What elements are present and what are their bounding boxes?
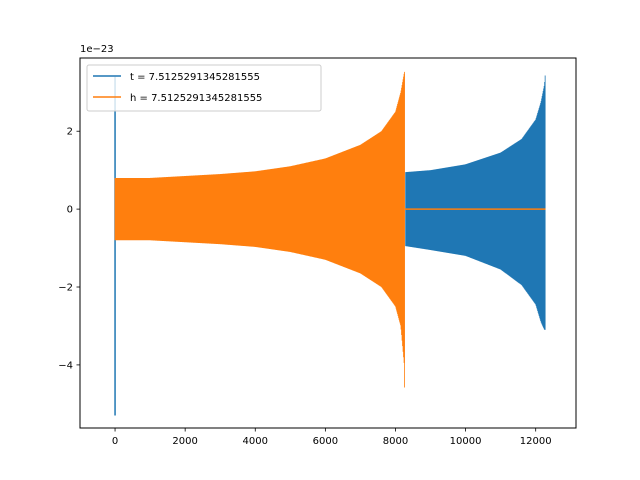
y-tick-label-2: 0 — [67, 205, 73, 216]
series-1 — [114, 71, 546, 388]
x-tick-label-2: 4000 — [243, 436, 268, 447]
plot-area — [114, 71, 546, 416]
legend-box — [86, 64, 322, 112]
legend-label-t: t = 7.5125291345281555 — [130, 72, 260, 83]
legend: t = 7.5125291345281555 h = 7.51252913452… — [86, 64, 322, 112]
x-tick-label-5: 10000 — [450, 436, 482, 447]
y-tick-label-0: −4 — [58, 360, 73, 371]
y-tick-label-1: −2 — [58, 283, 73, 294]
y-tick-label-3: 2 — [67, 127, 73, 138]
legend-label-h: h = 7.5125291345281555 — [130, 93, 262, 104]
x-tick-label-1: 2000 — [172, 436, 197, 447]
x-tick-label-6: 12000 — [520, 436, 552, 447]
x-tick-label-0: 0 — [112, 436, 118, 447]
series-1-segment-0 — [114, 71, 405, 388]
x-axis: 0 2000 4000 6000 8000 10000 12000 — [112, 428, 552, 447]
axes-frame — [79, 57, 577, 429]
y-axis: −4 −2 0 2 — [58, 127, 80, 371]
y-offset-text: 1e−23 — [80, 44, 114, 55]
x-tick-label-4: 8000 — [383, 436, 408, 447]
x-tick-label-3: 6000 — [313, 436, 338, 447]
